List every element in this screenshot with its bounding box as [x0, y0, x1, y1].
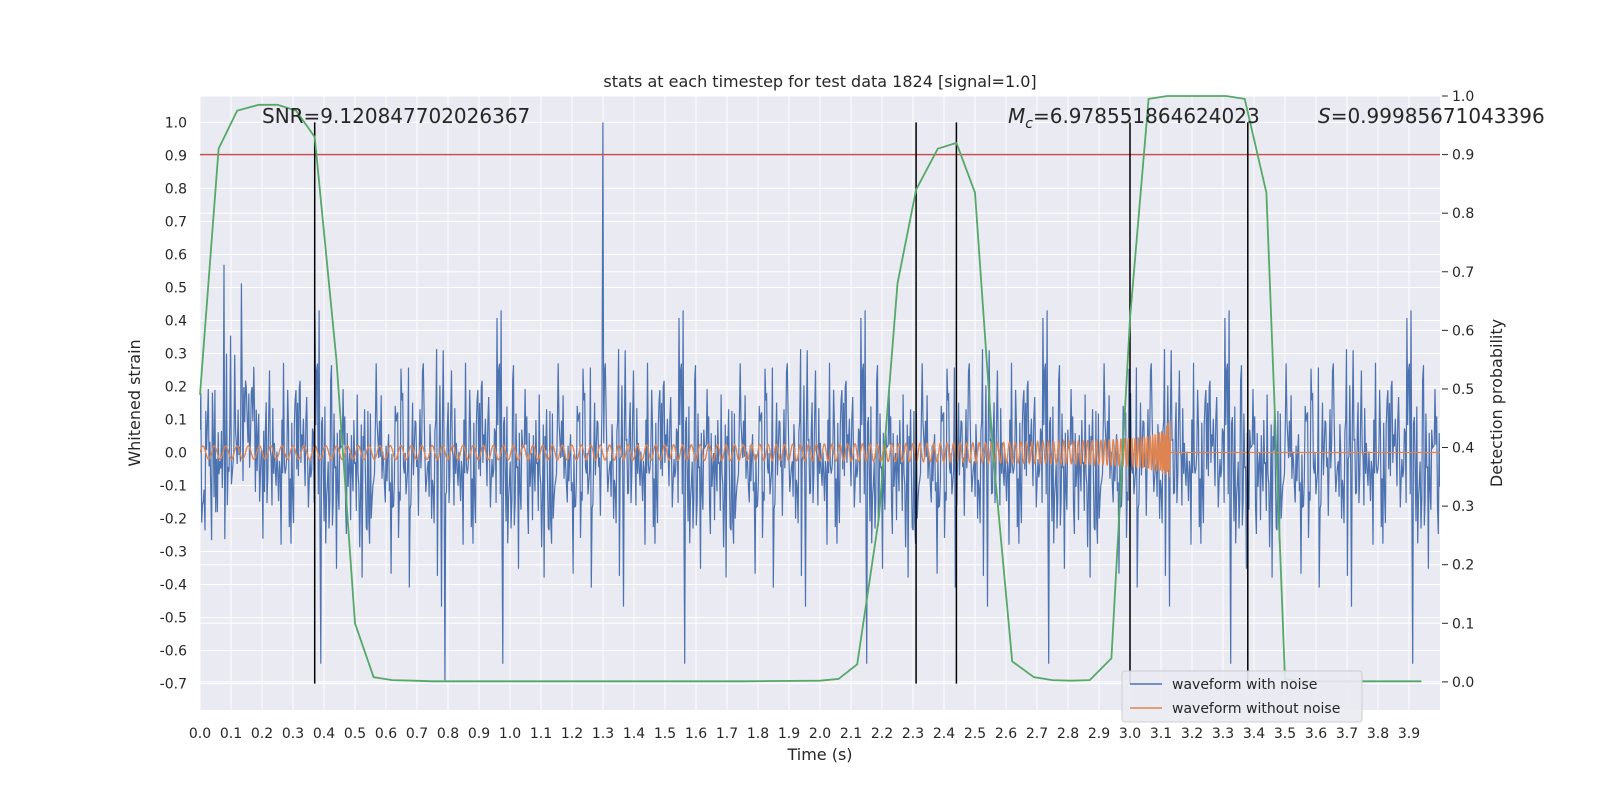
x-tick-label: 0.7	[406, 726, 428, 742]
y2-tick-label: 0.2	[1452, 558, 1474, 574]
y-tick-label: 0.4	[165, 313, 187, 329]
y-tick-label: 0.6	[165, 247, 187, 263]
legend-box	[1121, 670, 1363, 723]
y-tick-label: 0.7	[165, 214, 187, 230]
x-tick-label: 1.5	[654, 726, 676, 742]
y-tick-label: 0.1	[165, 413, 187, 429]
y-tick-label: 0.0	[165, 446, 187, 462]
x-tick-label: 2.5	[964, 726, 986, 742]
x-tick-label: 1.9	[778, 726, 800, 742]
x-tick-label: 3.1	[1150, 726, 1172, 742]
legend-label-clean: waveform without noise	[1172, 701, 1340, 717]
x-tick-label: 3.8	[1367, 726, 1389, 742]
x-tick-label: 0.6	[375, 726, 397, 742]
y-tick-label: -0.2	[160, 512, 187, 528]
mc-value: =6.978551864624023	[1033, 104, 1260, 128]
mc-symbol: M	[1008, 104, 1025, 128]
y2-axis-label: Detection probability	[1487, 319, 1506, 487]
x-tick-label: 1.8	[747, 726, 769, 742]
x-tick-label: 3.2	[1181, 726, 1203, 742]
detection-probability-series	[199, 95, 1422, 683]
y2-tick-label: 0.9	[1452, 148, 1474, 164]
axis-ticks: 0.0 0.1 0.2 0.3 0.4 0.5 0.6 0.7 0.8 0.9 1.0 1.1 1.2 1…	[160, 89, 1475, 742]
x-tick-label: 1.1	[530, 726, 552, 742]
y2-tick-label: 0.1	[1452, 616, 1474, 632]
y2-tick-label: 0.7	[1452, 265, 1474, 281]
y-tick-label: -0.7	[160, 677, 187, 693]
detection-probability-line	[199, 95, 1422, 683]
y2-tick-label: 0.4	[1452, 441, 1474, 457]
x-tick-label: 3.4	[1243, 726, 1265, 742]
legend-label-noise: waveform with noise	[1172, 677, 1317, 693]
x-axis-label: Time (s)	[786, 745, 852, 764]
y2-tick-label: 0.8	[1452, 206, 1474, 222]
x-tick-label: 0.9	[468, 726, 490, 742]
y-tick-label: 0.9	[165, 148, 187, 164]
x-tick-label: 2.3	[902, 726, 924, 742]
x-tick-label: 2.1	[840, 726, 862, 742]
x-tick-label: 3.6	[1305, 726, 1327, 742]
x-tick-label: 0.8	[437, 726, 459, 742]
y2-tick-label: 0.6	[1452, 323, 1474, 339]
x-tick-label: 0.4	[313, 726, 335, 742]
grid	[199, 95, 1440, 710]
x-tick-label: 0.1	[220, 726, 242, 742]
s-symbol: S	[1318, 104, 1331, 128]
x-tick-label: 3.0	[1119, 726, 1141, 742]
y-tick-label: 1.0	[165, 115, 187, 131]
y2-tick-label: 0.3	[1452, 499, 1474, 515]
y-tick-label: 0.2	[165, 379, 187, 395]
x-tick-label: 3.5	[1274, 726, 1296, 742]
legend: waveform with noise waveform without noi…	[1121, 670, 1363, 723]
y-tick-label: -0.3	[160, 545, 187, 561]
waveform-without-noise-series	[200, 420, 1440, 478]
mc-annotation: Mc=6.978551864624023	[1008, 104, 1260, 132]
s-value: =0.99985671043396	[1331, 104, 1545, 128]
x-tick-label: 1.4	[623, 726, 645, 742]
x-tick-label: 2.2	[871, 726, 893, 742]
y-tick-label: -0.4	[160, 578, 187, 594]
x-tick-label: 1.3	[592, 726, 614, 742]
x-tick-label: 3.7	[1336, 726, 1358, 742]
x-tick-label: 2.7	[1026, 726, 1048, 742]
x-tick-label: 0.3	[282, 726, 304, 742]
x-tick-label: 2.6	[995, 726, 1017, 742]
s-annotation: S=0.99985671043396	[1318, 104, 1545, 128]
y2-tick-label: 0.0	[1452, 675, 1474, 691]
y2-tick-label: 1.0	[1452, 89, 1474, 105]
y-tick-label: 0.3	[165, 346, 187, 362]
snr-annotation: SNR=9.120847702026367	[262, 104, 530, 128]
chart-title: stats at each timestep for test data 182…	[603, 72, 1036, 91]
x-tick-label: 1.6	[685, 726, 707, 742]
y-axis-label: Whitened strain	[125, 339, 144, 466]
x-tick-label: 0.5	[344, 726, 366, 742]
x-tick-label: 1.7	[716, 726, 738, 742]
x-tick-label: 0.0	[189, 726, 211, 742]
y-tick-label: -0.6	[160, 644, 187, 660]
y2-tick-label: 0.5	[1452, 382, 1474, 398]
x-tick-label: 1.2	[561, 726, 583, 742]
x-tick-label: 3.9	[1398, 726, 1420, 742]
x-tick-label: 2.4	[933, 726, 955, 742]
vertical-markers	[313, 122, 1249, 684]
mc-subscript: c	[1025, 116, 1033, 132]
x-tick-label: 2.0	[809, 726, 831, 742]
y-tick-label: -0.1	[160, 479, 187, 495]
x-tick-label: 1.0	[499, 726, 521, 742]
x-tick-label: 2.8	[1057, 726, 1079, 742]
y-tick-label: -0.5	[160, 611, 187, 627]
clean-waveform-line	[200, 420, 1440, 478]
x-tick-label: 0.2	[251, 726, 273, 742]
y-tick-label: 0.8	[165, 181, 187, 197]
x-tick-label: 2.9	[1088, 726, 1110, 742]
x-tick-label: 3.3	[1212, 726, 1234, 742]
y-tick-label: 0.5	[165, 280, 187, 296]
